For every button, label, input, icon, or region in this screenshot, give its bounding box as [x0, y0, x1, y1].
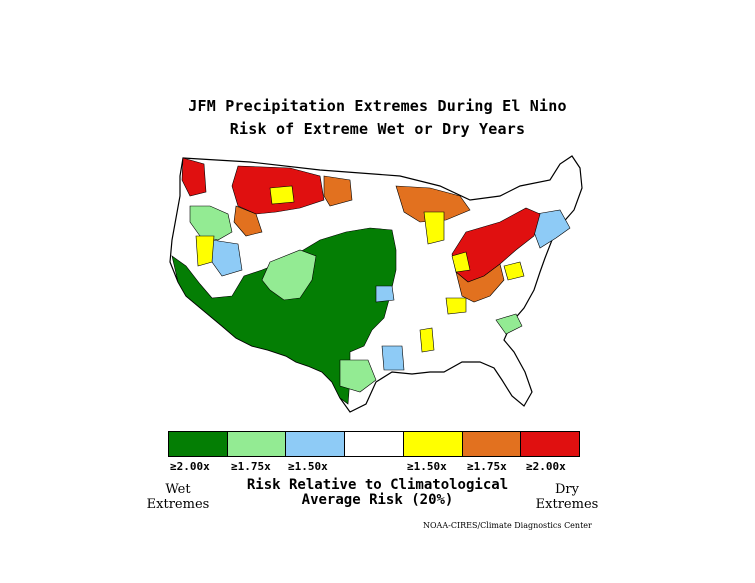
us-precipitation-map [169, 155, 583, 413]
legend-swatch-dry-150x [403, 432, 463, 456]
legend-swatch-neutral [345, 432, 404, 456]
legend-label-wet-150x: ≥1.50x [288, 460, 328, 473]
legend-swatch-dry-2x [521, 432, 580, 456]
legend-label-dry-150x: ≥1.50x [407, 460, 447, 473]
wet-extremes-label: Wet Extremes [146, 482, 210, 512]
map-title-line-1: JFM Precipitation Extremes During El Nin… [188, 97, 567, 115]
wet-175x-south [339, 359, 377, 393]
dry-extremes-label: Dry Extremes [535, 482, 599, 512]
dry-175x-great-lakes [395, 185, 471, 223]
dry-2x-pacific-nw [181, 157, 207, 197]
legend-swatch-dry-175x [462, 432, 522, 456]
legend-label-wet-175x: ≥1.75x [231, 460, 271, 473]
legend-swatch-wet-175x [227, 432, 287, 456]
dry-150x-midwest [419, 211, 471, 353]
legend-swatch-wet-2x [169, 432, 228, 456]
map-title-line-2: Risk of Extreme Wet or Dry Years [229, 120, 526, 138]
dry-150x-northern-rockies [195, 185, 295, 267]
wet-175x-central [261, 249, 317, 301]
wet-175x-carolinas [495, 313, 523, 335]
legend-color-bar [168, 431, 580, 457]
legend-swatch-wet-150x [286, 432, 346, 456]
dry-150x-mid-atlantic [503, 261, 525, 281]
legend-label-wet-2x: ≥2.00x [170, 460, 210, 473]
legend-label-dry-175x: ≥1.75x [467, 460, 507, 473]
wet-150x-south-plains [375, 285, 405, 371]
credit-line: NOAA-CIRES/Climate Diagnostics Center [423, 521, 592, 530]
legend-label-dry-2x: ≥2.00x [526, 460, 566, 473]
dry-175x-northern-plains [233, 175, 353, 237]
wet-175x-northwest [189, 205, 233, 241]
risk-axis-title: Risk Relative to Climatological Average … [246, 477, 509, 508]
